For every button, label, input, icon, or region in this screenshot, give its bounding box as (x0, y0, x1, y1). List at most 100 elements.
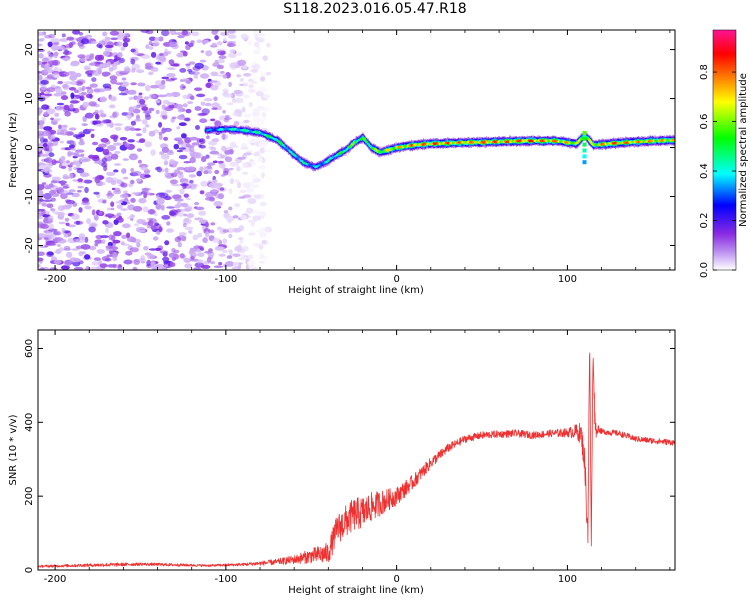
noise-speckle (114, 187, 121, 192)
noise-speckle (129, 127, 136, 132)
spectrogram-xtick-label: -200 (44, 274, 67, 285)
noise-speckle (113, 58, 118, 62)
colorbar-tick-label: 0.4 (699, 163, 710, 179)
spectrogram-y-axis-label: Frequency (Hz) (8, 112, 19, 188)
noise-speckle (211, 107, 219, 110)
noise-speckle (90, 133, 95, 138)
noise-speckle (98, 109, 104, 115)
noise-speckle (66, 160, 70, 164)
noise-speckle (108, 67, 114, 72)
noise-speckle (261, 239, 268, 245)
noise-speckle (238, 237, 244, 241)
noise-speckle (84, 112, 94, 119)
noise-speckle (65, 222, 70, 226)
noise-speckle (136, 133, 142, 137)
noise-speckle (204, 196, 214, 201)
noise-speckle (247, 219, 257, 223)
noise-speckle (102, 220, 109, 225)
noise-speckle (222, 110, 226, 114)
noise-speckle (143, 192, 148, 199)
noise-speckle (258, 38, 264, 43)
noise-speckle (190, 183, 195, 186)
noise-speckle (109, 122, 114, 128)
noise-speckle (183, 217, 190, 223)
noise-speckle (86, 88, 94, 95)
noise-speckle (222, 74, 227, 79)
noise-speckle (179, 84, 186, 91)
noise-speckle (65, 251, 73, 258)
noise-speckle (250, 221, 255, 227)
noise-speckle (182, 94, 188, 100)
noise-speckle (77, 185, 84, 189)
noise-speckle (126, 232, 131, 238)
noise-speckle (218, 253, 226, 257)
noise-speckle (211, 42, 217, 47)
noise-speckle (254, 34, 259, 41)
noise-speckle (79, 172, 90, 177)
noise-speckle (89, 83, 98, 88)
noise-speckle (212, 138, 220, 142)
noise-speckle (226, 102, 234, 106)
noise-speckle (131, 192, 140, 195)
noise-speckle (48, 53, 55, 58)
noise-speckle (159, 52, 164, 57)
noise-speckle (213, 265, 224, 269)
noise-speckle (255, 229, 265, 233)
noise-speckle (216, 64, 224, 70)
noise-speckle (113, 231, 122, 237)
noise-speckle (155, 99, 161, 104)
noise-speckle (51, 44, 58, 51)
noise-speckle (68, 87, 77, 91)
noise-speckle (84, 205, 92, 210)
noise-speckle (239, 189, 247, 194)
noise-speckle (39, 124, 44, 130)
noise-speckle (127, 139, 135, 143)
noise-speckle (248, 161, 258, 164)
noise-speckle (71, 248, 80, 251)
noise-speckle (217, 246, 226, 251)
noise-speckle (232, 253, 241, 257)
noise-speckle (258, 141, 268, 148)
noise-speckle (64, 111, 71, 117)
noise-speckle (42, 142, 48, 148)
noise-speckle (206, 135, 210, 140)
noise-speckle (133, 259, 141, 265)
noise-speckle (252, 49, 261, 55)
noise-speckle (237, 156, 247, 160)
noise-speckle (214, 35, 219, 41)
noise-speckle (238, 196, 246, 199)
noise-speckle (252, 215, 262, 221)
noise-speckle (112, 263, 117, 269)
noise-speckle (147, 191, 151, 196)
noise-speckle (93, 87, 102, 94)
noise-speckle (61, 57, 71, 60)
colorbar: 0.0 0.2 0.4 0.6 0.8 Normalized spectral ampl… (699, 29, 749, 278)
noise-speckle (197, 232, 203, 238)
noise-speckle (223, 93, 233, 98)
noise-speckle (218, 55, 227, 60)
noise-speckle (256, 119, 265, 125)
noise-speckle (162, 267, 167, 270)
noise-speckle (136, 69, 145, 74)
colorbar-gradient (712, 29, 737, 271)
noise-speckle (98, 143, 107, 148)
noise-speckle (114, 150, 121, 154)
noise-speckle (228, 52, 237, 59)
noise-speckle (217, 193, 225, 200)
colorbar-tick-label: 0.2 (699, 213, 710, 229)
noise-speckle (176, 212, 186, 217)
noise-speckle (130, 167, 135, 173)
noise-speckle (87, 73, 93, 77)
noise-speckle (211, 188, 217, 196)
noise-speckle (232, 261, 240, 267)
noise-speckle (53, 51, 59, 57)
noise-speckle (216, 153, 223, 156)
noise-speckle (59, 157, 66, 164)
noise-speckle (252, 177, 262, 183)
noise-speckle (48, 142, 54, 148)
noise-speckle (104, 47, 113, 52)
noise-speckle (38, 142, 45, 148)
noise-speckle (184, 205, 193, 212)
noise-speckle (170, 117, 175, 123)
